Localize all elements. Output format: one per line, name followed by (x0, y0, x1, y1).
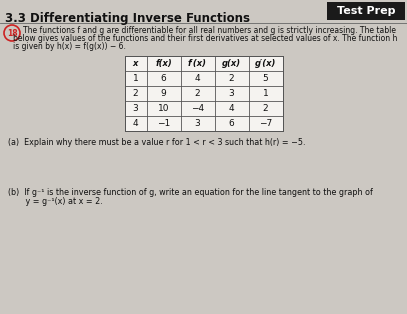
Text: f′(x): f′(x) (188, 59, 207, 68)
Text: 4: 4 (195, 74, 200, 83)
Text: 3: 3 (195, 119, 200, 128)
Text: (a)  Explain why there must be a value r for 1 < r < 3 such that h(r) = −5.: (a) Explain why there must be a value r … (8, 138, 306, 147)
Text: f(x): f(x) (155, 59, 172, 68)
Text: 5: 5 (263, 74, 268, 83)
Text: 4: 4 (229, 104, 234, 113)
Text: 3: 3 (133, 104, 138, 113)
Text: The functions f and g are differentiable for all real numbers and g is strictly : The functions f and g are differentiable… (23, 26, 396, 35)
Text: y = g⁻¹(x) at x = 2.: y = g⁻¹(x) at x = 2. (8, 197, 103, 206)
Text: −7: −7 (259, 119, 272, 128)
Text: 2: 2 (195, 89, 200, 98)
Text: −1: −1 (157, 119, 170, 128)
Text: g(x): g(x) (222, 59, 241, 68)
Text: 10: 10 (158, 104, 169, 113)
Text: 6: 6 (161, 74, 166, 83)
Text: 4: 4 (133, 119, 138, 128)
Text: 1: 1 (263, 89, 268, 98)
Text: Test Prep: Test Prep (337, 6, 395, 16)
Text: −4: −4 (191, 104, 204, 113)
Text: 3: 3 (229, 89, 234, 98)
Text: (b)  If g⁻¹ is the inverse function of g, write an equation for the line tangent: (b) If g⁻¹ is the inverse function of g,… (8, 188, 373, 197)
FancyBboxPatch shape (125, 56, 282, 131)
Text: 9: 9 (161, 89, 166, 98)
Text: x: x (133, 59, 138, 68)
Text: 18: 18 (7, 29, 18, 37)
Text: 1: 1 (133, 74, 138, 83)
Text: 3.3 Differentiating Inverse Functions: 3.3 Differentiating Inverse Functions (5, 12, 250, 25)
Text: g′(x): g′(x) (255, 59, 276, 68)
Text: below gives values of the functions and their first derivatives at selected valu: below gives values of the functions and … (13, 34, 397, 43)
Text: 6: 6 (229, 119, 234, 128)
Text: 2: 2 (133, 89, 138, 98)
FancyBboxPatch shape (327, 2, 405, 20)
Text: is given by h(x) = f(g(x)) − 6.: is given by h(x) = f(g(x)) − 6. (13, 42, 126, 51)
Text: 2: 2 (229, 74, 234, 83)
Text: 2: 2 (263, 104, 268, 113)
